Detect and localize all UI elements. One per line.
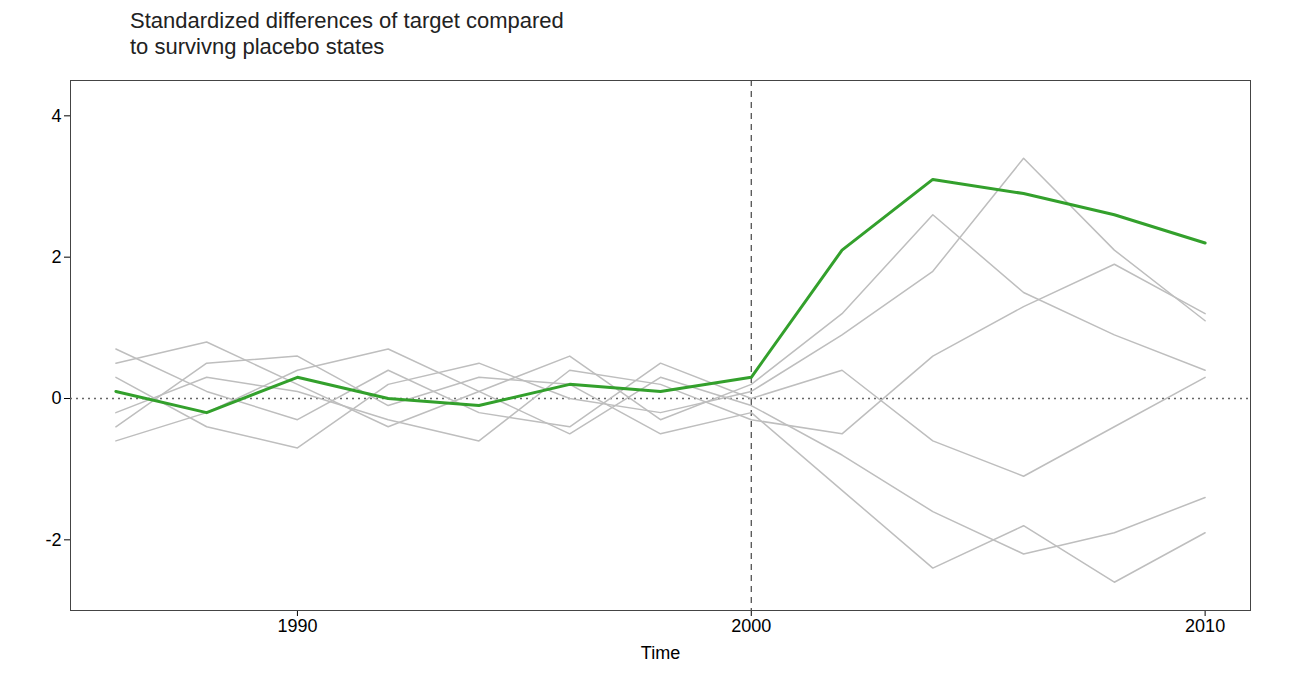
svg-text:2000: 2000 [731, 616, 771, 636]
svg-text:-2: -2 [45, 530, 61, 550]
svg-text:Time: Time [641, 643, 680, 663]
svg-text:0: 0 [51, 388, 61, 408]
svg-text:2: 2 [51, 247, 61, 267]
svg-text:2010: 2010 [1185, 616, 1225, 636]
svg-text:1990: 1990 [277, 616, 317, 636]
html-text:Standardized differences of ta: Standardized differences of target compa… [130, 8, 564, 59]
svg-text:4: 4 [51, 106, 61, 126]
